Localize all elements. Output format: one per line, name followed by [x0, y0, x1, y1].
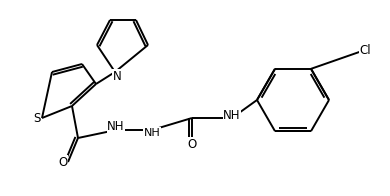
Text: O: O: [58, 155, 67, 169]
Text: S: S: [33, 112, 41, 124]
Text: NH: NH: [223, 109, 241, 122]
Text: O: O: [187, 138, 197, 151]
Text: N: N: [113, 70, 121, 83]
Text: NH: NH: [107, 121, 125, 133]
Text: NH: NH: [144, 128, 160, 138]
Text: Cl: Cl: [359, 44, 371, 56]
